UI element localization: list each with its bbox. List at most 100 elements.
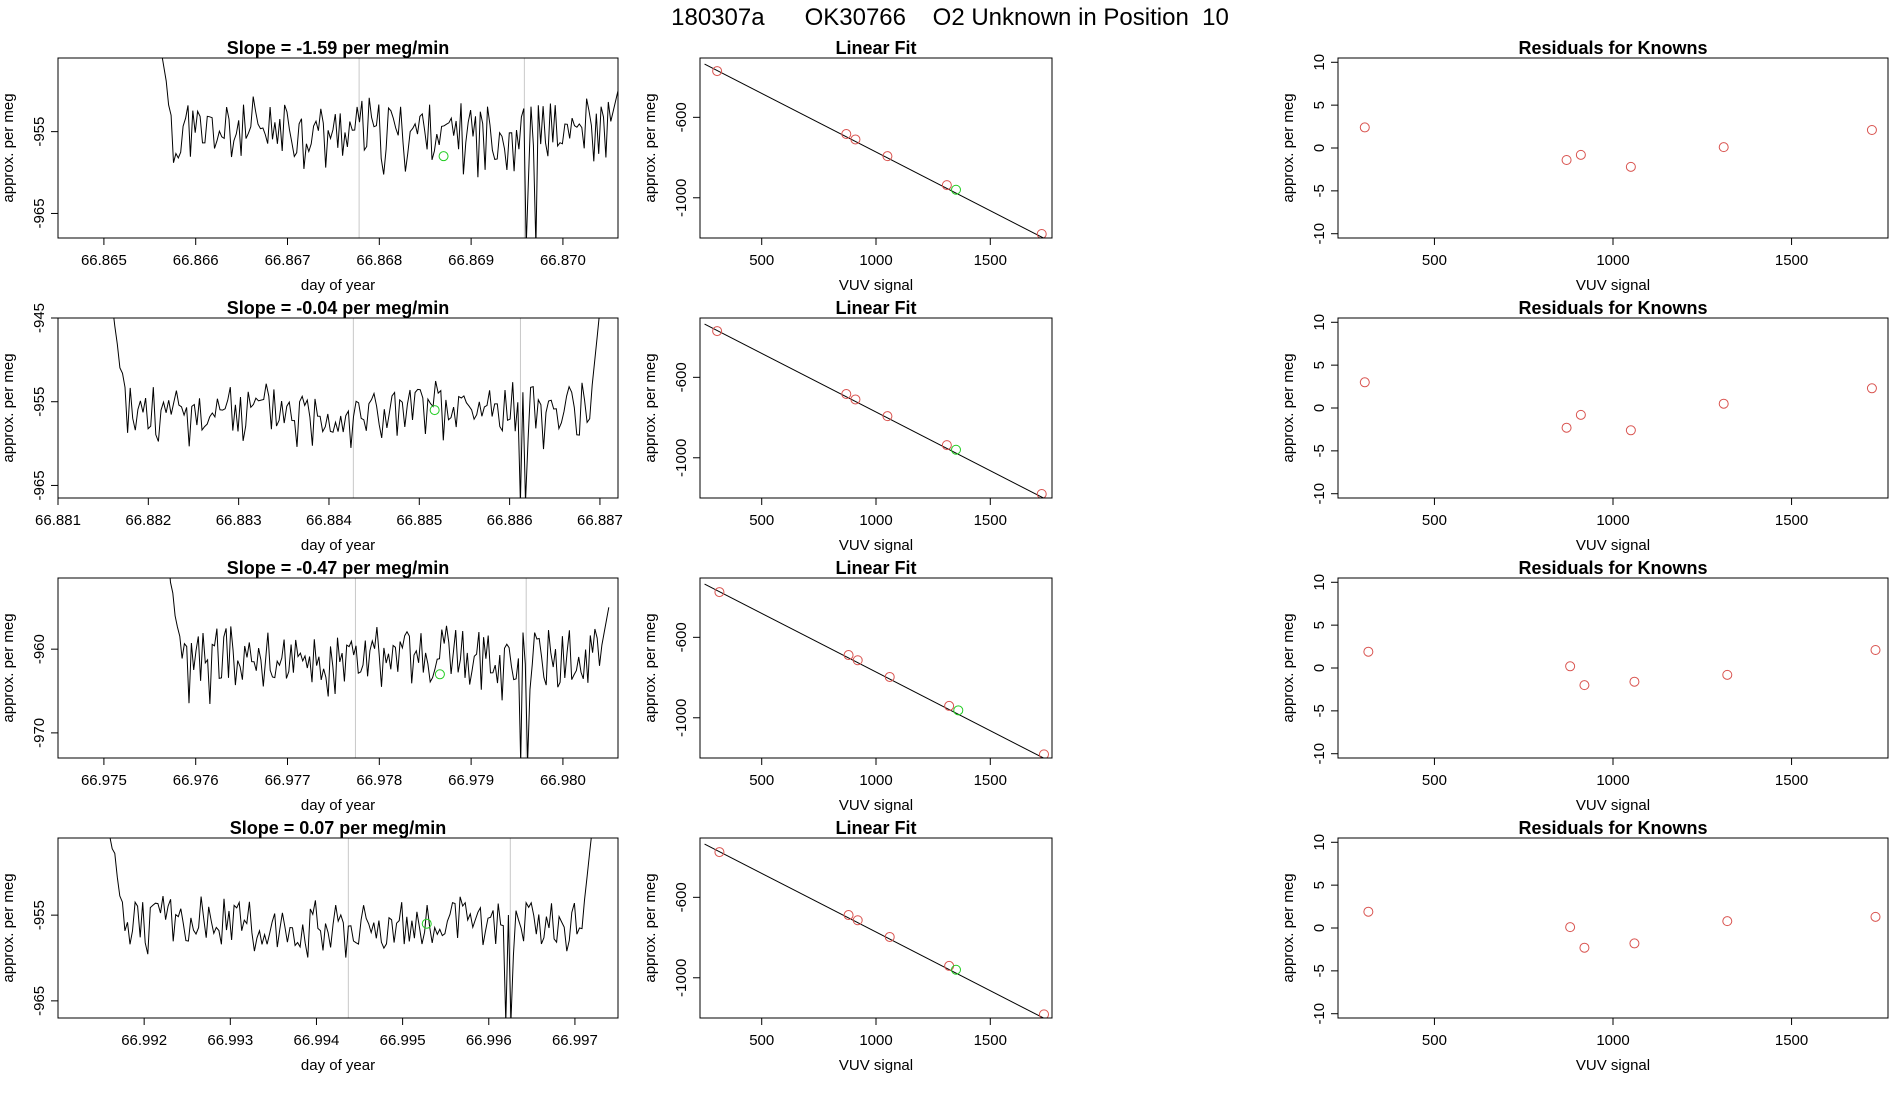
x-tick-label: 500 [749, 772, 774, 789]
y-tick-label: -965 [31, 198, 48, 228]
x-tick-label: 66.997 [552, 1032, 598, 1049]
y-axis-label: approx. per meg [642, 353, 659, 462]
plot-area [109, 838, 592, 1018]
y-tick-label: -1000 [673, 179, 690, 217]
known-point [944, 700, 955, 711]
y-tick-label: 10 [1311, 314, 1328, 331]
x-axis-label: day of year [301, 1057, 375, 1074]
y-axis-label: approx. per meg [0, 873, 17, 982]
panel-r0-c0: Slope = -1.59 per meg/min day of year appr… [0, 38, 619, 294]
panel-r2-c1: Linear Fit VUV signal approx. per meg 500 10… [642, 558, 1053, 814]
x-tick-label: 66.886 [487, 512, 533, 529]
x-axis-label: VUV signal [1576, 797, 1650, 814]
y-tick-label: 5 [1311, 881, 1328, 889]
unknown-point [951, 444, 961, 455]
y-tick-label: -945 [31, 303, 48, 333]
x-tick-label: 66.995 [380, 1032, 426, 1049]
y-axis-label: approx. per meg [1280, 873, 1297, 982]
panel-r1-c2: Residuals for Knowns VUV signal approx. pe… [1280, 298, 1889, 554]
x-tick-label: 66.866 [173, 252, 219, 269]
plot-area [169, 578, 610, 758]
panel-title: Linear Fit [835, 298, 916, 318]
x-tick-label: 1500 [1775, 512, 1808, 529]
panel-r2-c2: Residuals for Knowns VUV signal approx. pe… [1280, 558, 1889, 814]
y-tick-label: 0 [1311, 404, 1328, 412]
y-tick-label: -1000 [673, 699, 690, 737]
y-tick-label: -600 [673, 102, 690, 132]
y-tick-label: -5 [1311, 444, 1328, 457]
y-tick-label: 10 [1311, 834, 1328, 851]
y-tick-label: -10 [1311, 1003, 1328, 1025]
y-axis-label: approx. per meg [1280, 613, 1297, 722]
known-point [1575, 149, 1586, 160]
y-tick-label: -965 [31, 470, 48, 500]
panel-title: Linear Fit [835, 818, 916, 838]
known-point [1359, 377, 1370, 388]
x-axis-label: VUV signal [839, 277, 913, 294]
known-point [1039, 1009, 1049, 1018]
plot-frame [57, 577, 619, 759]
y-tick-label: 0 [1311, 664, 1328, 672]
panel-title: Residuals for Knowns [1518, 818, 1707, 838]
known-point [1579, 680, 1590, 691]
y-tick-label: -10 [1311, 743, 1328, 765]
y-tick-label: -965 [31, 986, 48, 1016]
y-tick-label: -955 [31, 117, 48, 147]
x-axis-label: day of year [301, 277, 375, 294]
y-tick-label: -10 [1311, 223, 1328, 245]
x-tick-label: 66.996 [466, 1032, 512, 1049]
known-point [1625, 425, 1636, 436]
known-point [1363, 646, 1374, 657]
plot-frame [699, 837, 1053, 1019]
known-point [850, 394, 861, 405]
plot-area [704, 583, 1049, 758]
x-tick-label: 500 [749, 252, 774, 269]
y-tick-label: -955 [31, 900, 48, 930]
panel-r2-c0: Slope = -0.47 per meg/min day of year appr… [0, 558, 619, 814]
y-tick-label: 0 [1311, 924, 1328, 932]
plot-area [1363, 906, 1881, 953]
unknown-point [951, 184, 961, 195]
y-axis-label: approx. per meg [1280, 353, 1297, 462]
plot-frame [57, 317, 619, 499]
panel-r1-c0: Slope = -0.04 per meg/min day of year appr… [0, 298, 623, 554]
x-tick-label: 66.884 [306, 512, 352, 529]
x-tick-label: 66.978 [356, 772, 402, 789]
panel-title: Residuals for Knowns [1518, 298, 1707, 318]
x-tick-label: 66.881 [35, 512, 81, 529]
panels: Slope = -1.59 per meg/min day of year appr… [0, 38, 1889, 1074]
time-series-line [109, 838, 592, 1018]
y-tick-label: -600 [673, 882, 690, 912]
x-tick-label: 66.975 [81, 772, 127, 789]
x-tick-label: 1500 [974, 772, 1007, 789]
time-series-line [113, 318, 600, 498]
x-tick-label: 66.869 [448, 252, 494, 269]
x-tick-label: 1000 [1596, 252, 1629, 269]
known-point [884, 931, 895, 942]
y-tick-label: -10 [1311, 483, 1328, 505]
plot-area [704, 63, 1047, 238]
x-tick-label: 1000 [859, 772, 892, 789]
y-tick-label: -970 [31, 718, 48, 748]
unknown-marker [429, 405, 440, 416]
y-tick-label: -5 [1311, 704, 1328, 717]
known-point [1629, 676, 1640, 687]
x-axis-label: VUV signal [839, 797, 913, 814]
y-axis-label: approx. per meg [642, 613, 659, 722]
x-tick-label: 66.885 [396, 512, 442, 529]
x-tick-label: 66.870 [540, 252, 586, 269]
known-point [714, 847, 725, 858]
known-point [841, 129, 852, 140]
y-tick-label: -5 [1311, 964, 1328, 977]
plot-frame [1337, 837, 1889, 1019]
plot-area [1359, 122, 1877, 172]
known-point [941, 440, 952, 451]
unknown-marker [438, 151, 449, 162]
y-tick-label: -955 [31, 387, 48, 417]
y-axis-label: approx. per meg [0, 353, 17, 462]
known-point [1565, 922, 1576, 933]
figure-title: 180307a OK30766 O2 Unknown in Position 1… [671, 4, 1229, 31]
x-tick-label: 66.980 [540, 772, 586, 789]
known-point [1363, 906, 1374, 917]
known-point [852, 655, 863, 666]
